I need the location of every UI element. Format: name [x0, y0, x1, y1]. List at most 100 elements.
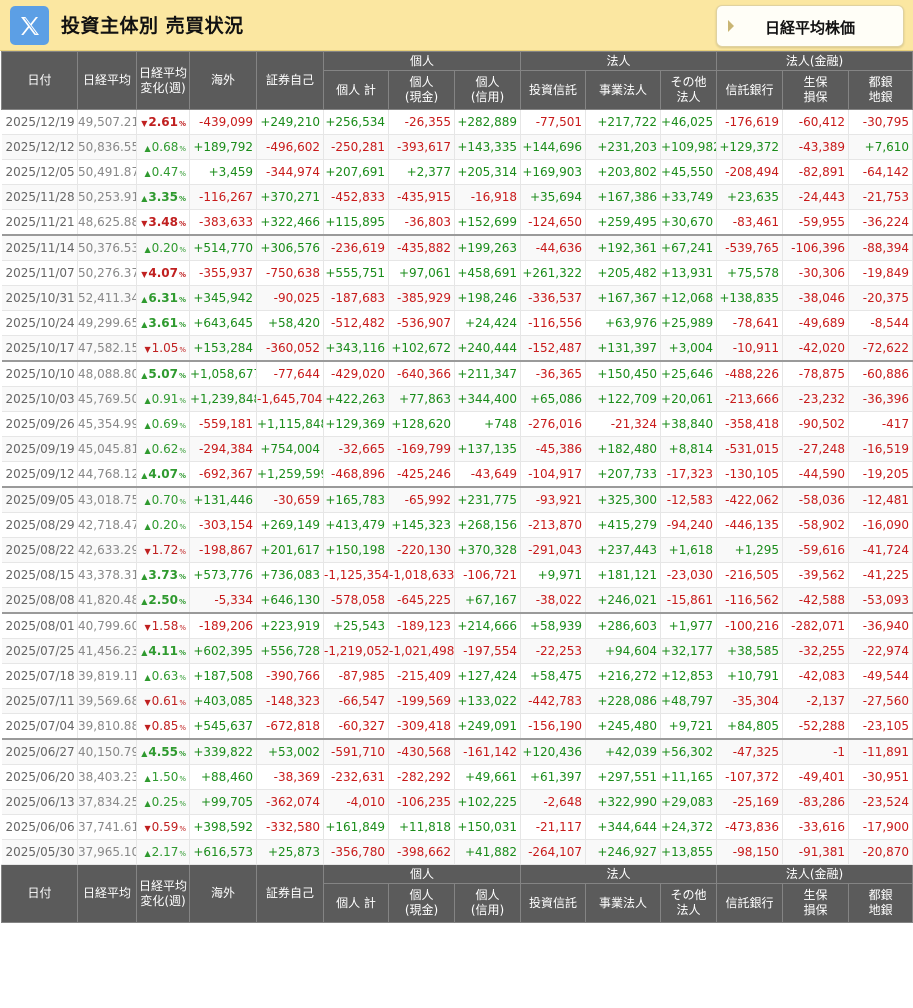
col-header-individual-margin[interactable]: 個人 (信用)	[453, 70, 522, 110]
col-header-foreign[interactable]: 海外	[189, 864, 257, 923]
group-header-individual: 個人	[322, 864, 522, 884]
cell-other-corp: +12,853	[660, 663, 718, 689]
table-row: 2025/08/01 40,799.60 ▼1.58% -189,206 +223,91…	[1, 613, 913, 639]
cell-date: 2025/05/30	[1, 839, 78, 865]
cell-trust-bank: -35,304	[716, 688, 784, 714]
cell-other-corp: +109,982	[660, 134, 718, 160]
col-header-nikkei[interactable]: 日経平均	[77, 51, 137, 110]
cell-individual-total: -452,833	[323, 184, 389, 210]
cell-individual-cash: -199,569	[388, 688, 455, 714]
triangle-up-icon: ▲	[144, 774, 151, 783]
cell-individual-total: -578,058	[323, 587, 389, 614]
cell-business-corp: +246,927	[585, 839, 662, 865]
cell-individual-margin: +67,167	[454, 587, 522, 614]
col-header-individual-total[interactable]: 個人 計	[323, 70, 389, 110]
col-header-nikkei[interactable]: 日経平均	[77, 864, 137, 923]
cell-change: ▲2.17%	[136, 839, 190, 865]
cell-individual-margin: -106,721	[454, 562, 522, 588]
cell-investment-trust: -38,022	[520, 587, 587, 614]
triangle-down-icon: ▼	[141, 119, 148, 128]
col-header-date[interactable]: 日付	[1, 51, 78, 110]
cell-foreign: +131,446	[189, 487, 257, 513]
col-header-proprietary[interactable]: 証券自己	[256, 51, 324, 110]
cell-nikkei: 45,769.50	[77, 386, 137, 412]
cell-foreign: +189,792	[189, 134, 257, 160]
cell-individual-total: +165,783	[323, 487, 389, 513]
cell-other-corp: +67,241	[660, 235, 718, 261]
cell-individual-cash: -536,907	[388, 310, 455, 336]
cell-individual-margin: +24,424	[454, 310, 522, 336]
x-share-button[interactable]	[10, 6, 49, 45]
col-header-investment-trust[interactable]: 投資信託	[520, 883, 587, 923]
percent-unit: %	[179, 674, 186, 682]
cell-date: 2025/12/12	[1, 134, 78, 160]
cell-investment-trust: -156,190	[520, 713, 587, 740]
col-header-change[interactable]: 日経平均 変化(週)	[136, 51, 190, 110]
change-value: ▲0.68%	[144, 140, 186, 154]
cell-change: ▲0.91%	[136, 386, 190, 412]
cell-individual-cash: +11,818	[388, 814, 455, 840]
change-number: 3.35	[148, 190, 178, 204]
cell-other-corp: +13,855	[660, 839, 718, 865]
col-header-individual-total[interactable]: 個人 計	[323, 883, 389, 923]
cell-proprietary: +646,130	[256, 587, 324, 614]
nikkei-average-button[interactable]: 日経平均株価	[716, 5, 904, 47]
cell-trust-bank: -25,169	[716, 789, 784, 815]
cell-business-corp: +94,604	[585, 638, 662, 664]
cell-regional-bank: -12,481	[848, 487, 913, 513]
percent-unit: %	[178, 372, 186, 380]
col-header-trust-bank[interactable]: 信託銀行	[716, 883, 784, 923]
col-header-life-insurance[interactable]: 生保 損保	[782, 883, 850, 923]
col-header-regional-bank[interactable]: 都銀 地銀	[848, 70, 913, 110]
col-header-trust-bank[interactable]: 信託銀行	[716, 70, 784, 110]
col-header-foreign[interactable]: 海外	[189, 51, 257, 110]
change-value: ▲4.07%	[141, 467, 186, 481]
change-number: 1.58	[151, 619, 179, 633]
cell-other-corp: +46,025	[660, 109, 718, 135]
table-row: 2025/06/27 40,150.79 ▲4.55% +339,822 +53,002…	[1, 739, 913, 765]
col-header-date[interactable]: 日付	[1, 864, 78, 923]
cell-business-corp: -21,324	[585, 411, 662, 437]
cell-individual-total: -66,547	[323, 688, 389, 714]
col-header-business-corp[interactable]: 事業法人	[585, 883, 662, 923]
cell-individual-total: +207,691	[323, 159, 389, 185]
cell-change: ▼4.07%	[136, 260, 190, 286]
table-row: 2025/09/19 45,045.81 ▲0.62% -294,384 +754,00…	[1, 436, 913, 462]
col-header-change[interactable]: 日経平均 変化(週)	[136, 864, 190, 923]
col-header-other-corp[interactable]: その他 法人	[660, 70, 718, 110]
cell-individual-margin: +152,699	[454, 209, 522, 236]
triangle-up-icon: ▲	[144, 446, 151, 455]
cell-other-corp: +29,083	[660, 789, 718, 815]
cell-regional-bank: -19,205	[848, 461, 913, 488]
cell-individual-margin: -197,554	[454, 638, 522, 664]
col-header-proprietary[interactable]: 証券自己	[256, 864, 324, 923]
col-header-other-corp[interactable]: その他 法人	[660, 883, 718, 923]
col-header-investment-trust[interactable]: 投資信託	[520, 70, 587, 110]
col-header-life-insurance[interactable]: 生保 損保	[782, 70, 850, 110]
cell-other-corp: +32,177	[660, 638, 718, 664]
cell-proprietary: +754,004	[256, 436, 324, 462]
cell-date: 2025/10/03	[1, 386, 78, 412]
cell-proprietary: +370,271	[256, 184, 324, 210]
cell-life-insurance: -42,020	[782, 335, 850, 362]
col-header-business-corp[interactable]: 事業法人	[585, 70, 662, 110]
table-row: 2025/11/28 50,253.91 ▲3.35% -116,267 +370,27…	[1, 184, 913, 210]
cell-nikkei: 48,625.88	[77, 209, 137, 236]
change-value: ▲3.61%	[141, 316, 186, 330]
cell-business-corp: +322,990	[585, 789, 662, 815]
cell-individual-cash: +128,620	[388, 411, 455, 437]
triangle-up-icon: ▲	[144, 245, 151, 254]
col-header-individual-cash[interactable]: 個人 (現金)	[388, 883, 455, 923]
cell-trust-bank: -358,418	[716, 411, 784, 437]
change-value: ▼0.85%	[144, 719, 186, 733]
table-row: 2025/10/17 47,582.15 ▼1.05% +153,284 -360,05…	[1, 335, 913, 362]
cell-nikkei: 43,018.75	[77, 487, 137, 513]
cell-individual-total: -87,985	[323, 663, 389, 689]
col-header-regional-bank[interactable]: 都銀 地銀	[848, 883, 913, 923]
header-bar: 投資主体別 売買状況 日経平均株価	[0, 0, 913, 51]
col-header-individual-cash[interactable]: 個人 (現金)	[388, 70, 455, 110]
col-header-individual-margin[interactable]: 個人 (信用)	[453, 883, 522, 923]
change-value: ▲2.50%	[141, 593, 186, 607]
table-row: 2025/07/18 39,819.11 ▲0.63% +187,508 -390,76…	[1, 663, 913, 689]
change-value: ▲0.25%	[144, 795, 186, 809]
